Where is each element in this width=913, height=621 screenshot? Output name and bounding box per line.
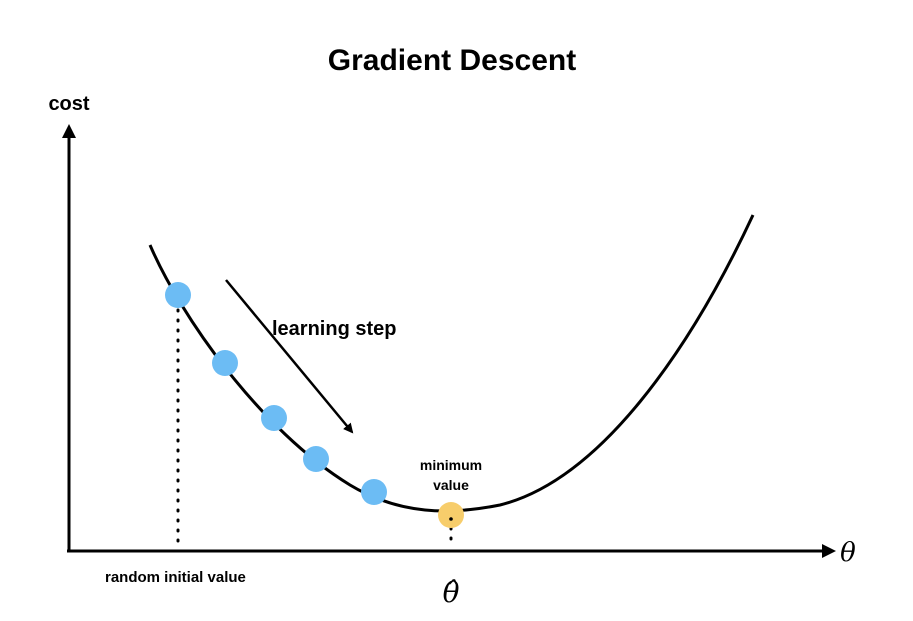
step-point bbox=[165, 282, 191, 308]
minimum-label-line1: minimum bbox=[420, 457, 482, 473]
minimum-label-line2: value bbox=[433, 477, 469, 493]
minimum-point bbox=[438, 502, 464, 528]
step-point bbox=[212, 350, 238, 376]
step-point bbox=[361, 479, 387, 505]
learning-step-arrow bbox=[225, 279, 354, 434]
y-axis-label: cost bbox=[48, 93, 89, 115]
minimum-point-dot bbox=[449, 517, 453, 521]
theta-hat-label: θ̂ bbox=[443, 576, 460, 609]
step-point bbox=[303, 446, 329, 472]
learning-step-label: learning step bbox=[272, 318, 396, 340]
x-axis-label: θ bbox=[840, 538, 856, 568]
step-point bbox=[261, 405, 287, 431]
diagram-title: Gradient Descent bbox=[328, 44, 576, 77]
y-axis-arrowhead bbox=[62, 124, 76, 138]
x-axis-arrowhead bbox=[822, 544, 836, 558]
random-initial-value-label: random initial value bbox=[105, 569, 246, 586]
